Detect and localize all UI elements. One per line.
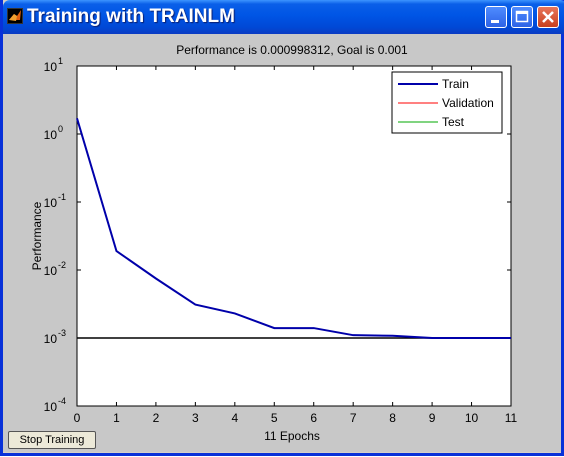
figure-area: Performance is 0.000998312, Goal is 0.00… (3, 34, 561, 452)
y-tick-exponent: -1 (58, 192, 66, 202)
y-tick-label: 10 (44, 60, 58, 74)
y-tick-label: 10 (44, 400, 58, 414)
x-tick-label: 6 (310, 411, 317, 425)
x-tick-label: 10 (465, 411, 479, 425)
chart-title: Performance is 0.000998312, Goal is 0.00… (176, 43, 408, 57)
title-bar[interactable]: Training with TRAINLM (3, 0, 564, 34)
legend-label-test: Test (442, 115, 465, 129)
legend-label-train: Train (442, 77, 469, 91)
y-tick-label: 10 (44, 196, 58, 210)
matlab-icon (7, 8, 23, 24)
x-tick-label: 7 (350, 411, 357, 425)
y-axis-label: Performance (30, 201, 44, 270)
x-tick-label: 9 (429, 411, 436, 425)
y-tick-exponent: -2 (58, 260, 66, 270)
x-tick-label: 0 (74, 411, 81, 425)
x-tick-label: 2 (153, 411, 160, 425)
x-tick-label: 11 (505, 411, 518, 425)
y-tick-exponent: -4 (58, 396, 66, 406)
y-tick-exponent: 1 (58, 56, 63, 66)
performance-chart: Performance is 0.000998312, Goal is 0.00… (30, 43, 518, 443)
minimize-icon (491, 20, 499, 23)
series-lines (76, 118, 512, 340)
matlab-logo-graphic (9, 10, 21, 21)
y-tick-exponent: 0 (58, 124, 63, 134)
y-tick-label: 10 (44, 332, 58, 346)
x-tick-label: 4 (231, 411, 238, 425)
legend: Train Validation Test (391, 71, 503, 134)
y-tick-exponent: -3 (58, 328, 66, 338)
x-tick-label: 3 (192, 411, 199, 425)
close-icon (542, 11, 554, 23)
legend-label-validation: Validation (442, 96, 494, 110)
maximize-icon (515, 10, 529, 23)
x-tick-label: 8 (389, 411, 396, 425)
y-tick-label: 10 (44, 264, 58, 278)
x-axis-label: 11 Epochs (264, 429, 320, 443)
x-tick-label: 5 (271, 411, 278, 425)
minimize-button[interactable] (485, 6, 507, 28)
stop-training-button[interactable]: Stop Training (8, 431, 96, 449)
x-tick-label: 1 (113, 411, 120, 425)
series-line-train (76, 118, 512, 340)
y-tick-label: 10 (44, 128, 58, 142)
close-button[interactable] (537, 6, 559, 28)
window-title: Training with TRAINLM (27, 6, 235, 27)
maximize-button[interactable] (511, 6, 533, 28)
